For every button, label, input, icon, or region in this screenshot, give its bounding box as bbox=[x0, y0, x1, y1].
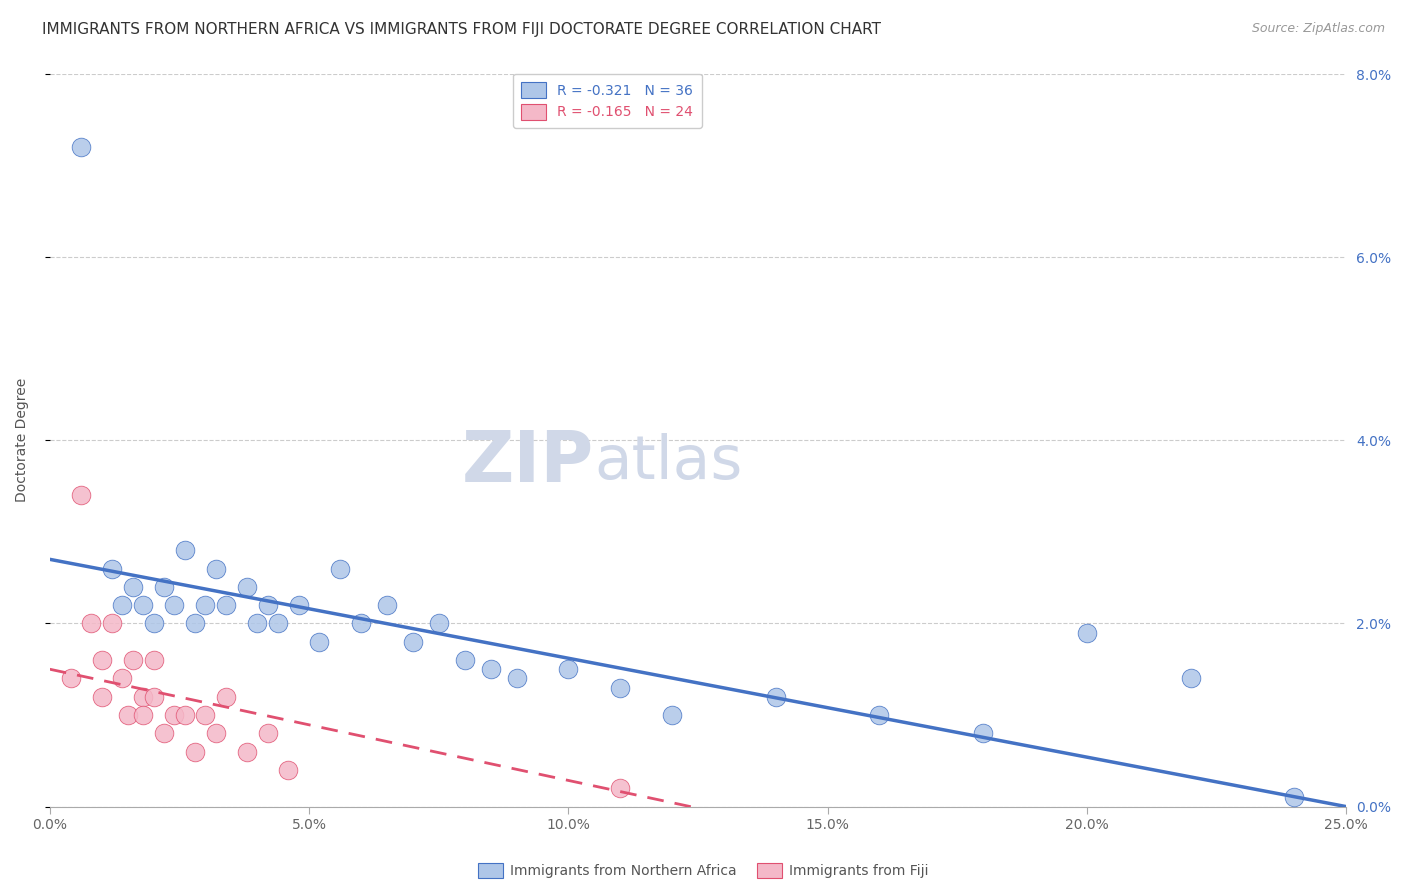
Point bbox=[204, 561, 226, 575]
Point bbox=[277, 763, 299, 777]
Point bbox=[142, 616, 165, 631]
Point bbox=[869, 708, 891, 723]
Point bbox=[427, 616, 450, 631]
Point bbox=[121, 653, 143, 667]
Point bbox=[267, 616, 290, 631]
Point bbox=[1284, 790, 1306, 805]
Text: IMMIGRANTS FROM NORTHERN AFRICA VS IMMIGRANTS FROM FIJI DOCTORATE DEGREE CORRELA: IMMIGRANTS FROM NORTHERN AFRICA VS IMMIG… bbox=[42, 22, 882, 37]
Point bbox=[132, 690, 155, 704]
Point bbox=[194, 708, 217, 723]
Text: Source: ZipAtlas.com: Source: ZipAtlas.com bbox=[1251, 22, 1385, 36]
Point bbox=[215, 598, 238, 612]
Point bbox=[111, 672, 134, 686]
Point bbox=[163, 598, 186, 612]
Point bbox=[609, 681, 631, 695]
Point bbox=[194, 598, 217, 612]
Point bbox=[163, 708, 186, 723]
Point bbox=[609, 781, 631, 796]
Point bbox=[350, 616, 373, 631]
Point bbox=[121, 580, 143, 594]
Point bbox=[173, 543, 195, 558]
Point bbox=[308, 634, 330, 648]
Point bbox=[59, 672, 82, 686]
Point bbox=[453, 653, 475, 667]
Point bbox=[80, 616, 103, 631]
Point bbox=[557, 662, 579, 676]
Point bbox=[70, 140, 93, 154]
Point bbox=[117, 708, 139, 723]
Legend: R = -0.321   N = 36, R = -0.165   N = 24: R = -0.321 N = 36, R = -0.165 N = 24 bbox=[513, 74, 702, 128]
Text: ZIP: ZIP bbox=[463, 428, 595, 497]
Point bbox=[505, 672, 527, 686]
Point bbox=[1180, 672, 1202, 686]
Point bbox=[236, 580, 259, 594]
Point bbox=[142, 653, 165, 667]
Point bbox=[287, 598, 309, 612]
Point bbox=[101, 616, 124, 631]
Point bbox=[132, 708, 155, 723]
Point bbox=[153, 580, 176, 594]
Point bbox=[90, 690, 112, 704]
Point bbox=[215, 690, 238, 704]
Point bbox=[90, 653, 112, 667]
Point bbox=[111, 598, 134, 612]
Point bbox=[402, 634, 425, 648]
Point bbox=[246, 616, 269, 631]
Point bbox=[972, 726, 994, 740]
Point bbox=[661, 708, 683, 723]
Point bbox=[204, 726, 226, 740]
Point bbox=[184, 745, 207, 759]
Point bbox=[173, 708, 195, 723]
Legend: Immigrants from Northern Africa, Immigrants from Fiji: Immigrants from Northern Africa, Immigra… bbox=[471, 856, 935, 885]
Point bbox=[1076, 625, 1098, 640]
Point bbox=[256, 726, 278, 740]
Point bbox=[142, 690, 165, 704]
Point bbox=[132, 598, 155, 612]
Point bbox=[256, 598, 278, 612]
Point bbox=[70, 488, 93, 502]
Text: atlas: atlas bbox=[595, 433, 742, 491]
Point bbox=[375, 598, 398, 612]
Point bbox=[236, 745, 259, 759]
Point bbox=[765, 690, 787, 704]
Point bbox=[479, 662, 502, 676]
Point bbox=[329, 561, 352, 575]
Y-axis label: Doctorate Degree: Doctorate Degree bbox=[15, 378, 30, 502]
Point bbox=[101, 561, 124, 575]
Point bbox=[153, 726, 176, 740]
Point bbox=[184, 616, 207, 631]
